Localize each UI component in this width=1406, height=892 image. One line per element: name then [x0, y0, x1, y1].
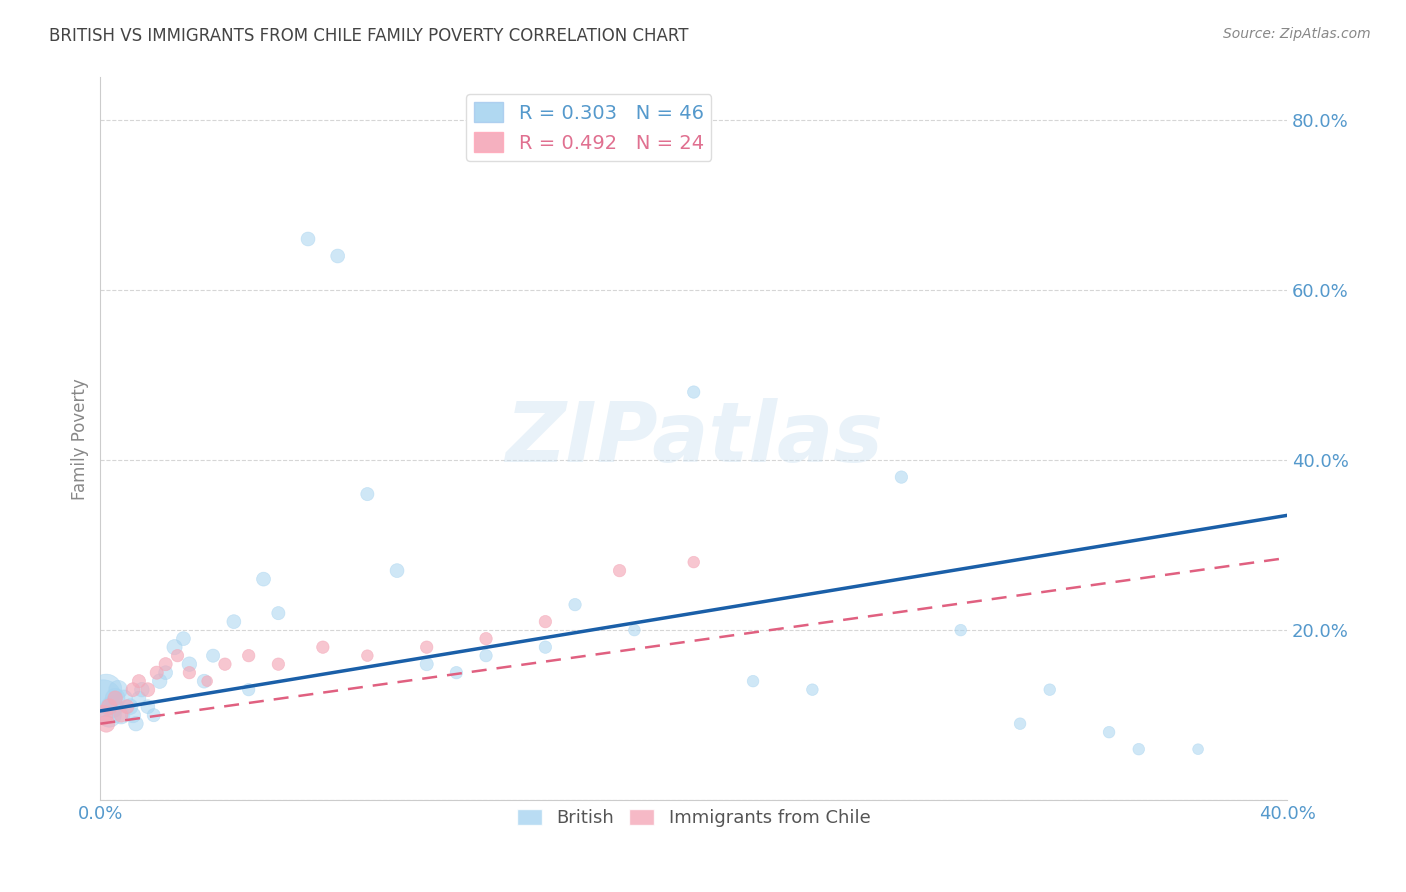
- Point: [96, 682, 118, 697]
- Point: [125, 716, 148, 731]
- Text: BRITISH VS IMMIGRANTS FROM CHILE FAMILY POVERTY CORRELATION CHART: BRITISH VS IMMIGRANTS FROM CHILE FAMILY …: [49, 27, 689, 45]
- Point: [564, 598, 586, 612]
- Point: [252, 572, 274, 586]
- Point: [742, 674, 765, 689]
- Point: [312, 640, 335, 655]
- Point: [104, 691, 127, 706]
- Point: [149, 674, 172, 689]
- Point: [155, 665, 177, 680]
- Point: [110, 708, 132, 723]
- Point: [179, 657, 201, 672]
- Point: [1098, 725, 1121, 739]
- Point: [98, 699, 121, 714]
- Point: [110, 708, 132, 723]
- Legend: British, Immigrants from Chile: British, Immigrants from Chile: [510, 802, 877, 835]
- Point: [136, 699, 159, 714]
- Point: [96, 716, 118, 731]
- Point: [949, 623, 972, 637]
- Point: [267, 606, 290, 620]
- Point: [193, 674, 215, 689]
- Point: [112, 691, 135, 706]
- Point: [155, 657, 177, 672]
- Point: [682, 555, 704, 569]
- Y-axis label: Family Poverty: Family Poverty: [72, 378, 89, 500]
- Text: ZIPatlas: ZIPatlas: [505, 399, 883, 479]
- Point: [1187, 742, 1209, 756]
- Point: [475, 632, 498, 646]
- Point: [142, 708, 165, 723]
- Point: [131, 682, 153, 697]
- Point: [415, 657, 437, 672]
- Point: [682, 385, 704, 400]
- Point: [1010, 716, 1032, 731]
- Text: Source: ZipAtlas.com: Source: ZipAtlas.com: [1223, 27, 1371, 41]
- Point: [91, 691, 114, 706]
- Point: [128, 674, 150, 689]
- Point: [172, 632, 194, 646]
- Point: [128, 691, 150, 706]
- Point: [415, 640, 437, 655]
- Point: [475, 648, 498, 663]
- Point: [297, 232, 319, 246]
- Point: [122, 708, 145, 723]
- Point: [534, 615, 557, 629]
- Point: [326, 249, 349, 263]
- Point: [122, 682, 145, 697]
- Point: [1039, 682, 1062, 697]
- Point: [446, 665, 468, 680]
- Point: [163, 640, 186, 655]
- Point: [356, 648, 378, 663]
- Point: [534, 640, 557, 655]
- Point: [179, 665, 201, 680]
- Point: [118, 699, 141, 714]
- Point: [238, 648, 260, 663]
- Point: [115, 699, 138, 714]
- Point: [1128, 742, 1150, 756]
- Point: [145, 665, 167, 680]
- Point: [356, 487, 378, 501]
- Point: [91, 708, 114, 723]
- Point: [890, 470, 912, 484]
- Point: [98, 708, 121, 723]
- Point: [101, 699, 124, 714]
- Point: [238, 682, 260, 697]
- Point: [214, 657, 236, 672]
- Point: [104, 691, 127, 706]
- Point: [166, 648, 188, 663]
- Point: [623, 623, 645, 637]
- Point: [107, 682, 129, 697]
- Point: [136, 682, 159, 697]
- Point: [267, 657, 290, 672]
- Point: [202, 648, 225, 663]
- Point: [385, 564, 408, 578]
- Point: [609, 564, 631, 578]
- Point: [195, 674, 218, 689]
- Point: [801, 682, 824, 697]
- Point: [222, 615, 245, 629]
